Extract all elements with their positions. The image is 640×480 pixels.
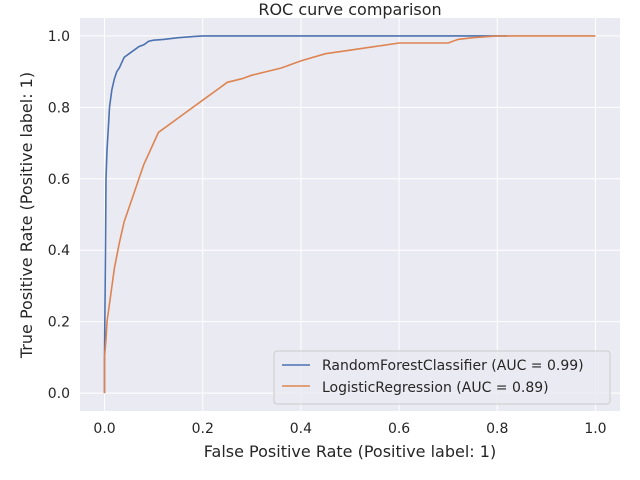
legend-label-logistic-regression: LogisticRegression (AUC = 0.89): [322, 380, 549, 396]
y-tick-label: 0.8: [48, 100, 70, 116]
y-tick-label: 0.0: [48, 386, 70, 402]
roc-line-logistic-regression: [103, 35, 596, 394]
x-tick-label: 0.6: [388, 421, 410, 437]
x-axis-label: False Positive Rate (Positive label: 1): [204, 442, 496, 461]
y-axis-label: True Positive Rate (Positive label: 1): [17, 72, 36, 359]
y-tick-label: 0.6: [48, 172, 70, 188]
x-tick-label: 0.2: [192, 421, 214, 437]
y-tick-label: 0.4: [48, 243, 70, 259]
x-tick-label: 0.8: [486, 421, 508, 437]
x-tick-label: 1.0: [584, 421, 606, 437]
y-tick-label: 1.0: [48, 29, 70, 45]
y-tick-label: 0.2: [48, 315, 70, 331]
x-tick-labels: 0.0 0.2 0.4 0.6 0.8 1.0: [93, 421, 606, 437]
y-tick-labels: 0.0 0.2 0.4 0.6 0.8 1.0: [48, 29, 70, 402]
chart-title: ROC curve comparison: [258, 0, 441, 19]
plot-background: [80, 18, 620, 411]
x-tick-label: 0.0: [93, 421, 115, 437]
legend-label-random-forest: RandomForestClassifier (AUC = 0.99): [322, 358, 584, 374]
x-tick-label: 0.4: [290, 421, 312, 437]
legend-box: [273, 350, 611, 405]
roc-line-random-forest: [103, 35, 508, 394]
legend: RandomForestClassifier (AUC = 0.99) Logi…: [273, 350, 611, 405]
series-lines: [103, 35, 596, 394]
grid-lines: [80, 18, 620, 411]
